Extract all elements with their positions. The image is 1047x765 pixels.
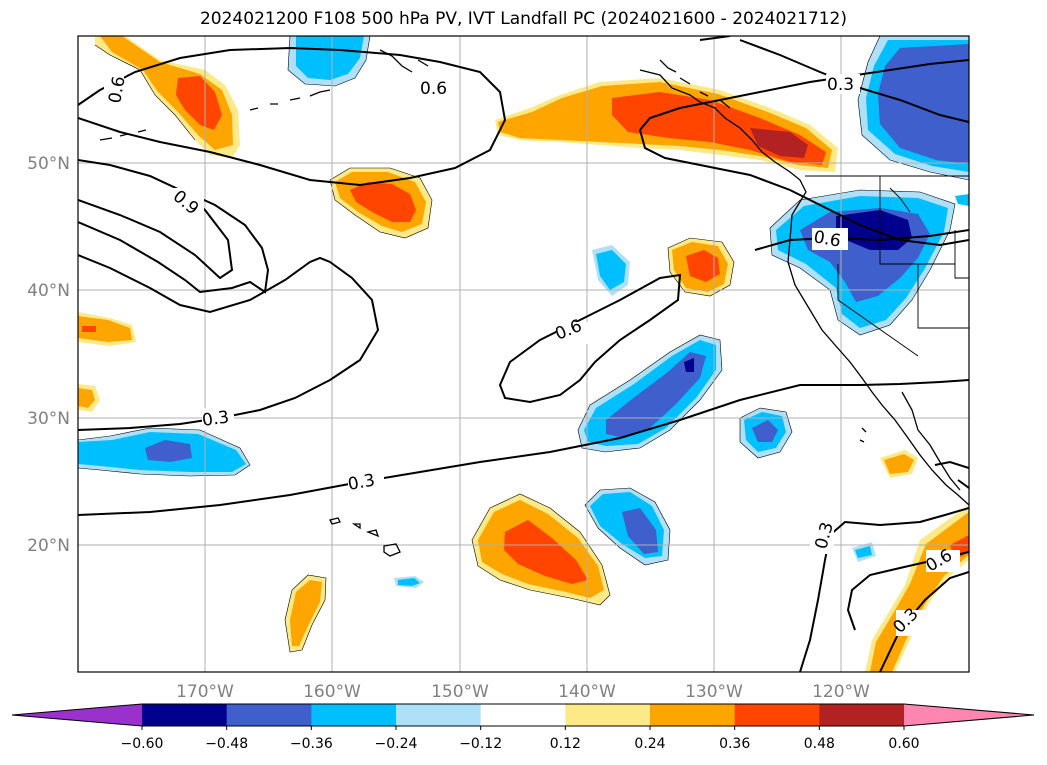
colorbar-tick-label: 0.12 [550, 736, 581, 752]
lat-tick-label: 50°N [27, 154, 70, 174]
colorbar-segment [480, 704, 566, 726]
lon-tick-label: 170°W [176, 682, 234, 702]
contour-label: 0.6 [105, 75, 129, 105]
lon-tick-label: 120°W [812, 682, 870, 702]
colorbar [11, 703, 1035, 727]
lon-tick-label: 160°W [303, 682, 361, 702]
lat-tick-label: 30°N [27, 409, 70, 429]
political-borders [805, 175, 969, 357]
colorbar-segment [396, 704, 482, 726]
colorbar-tick-label: −0.36 [290, 736, 333, 752]
colorbar-tick-label: −0.24 [375, 736, 418, 752]
lon-tick-label: 150°W [431, 682, 489, 702]
colorbar-tick-label: 0.60 [888, 736, 919, 752]
gridlines [78, 36, 969, 672]
colorbar-segment [734, 704, 820, 726]
colorbar-tick-label: 0.36 [719, 736, 750, 752]
colorbar-tick-label: 0.24 [634, 736, 665, 752]
lon-tick-label: 130°W [685, 682, 743, 702]
lon-tick-labels: 170°W 160°W 150°W 140°W 130°W 120°W [176, 682, 870, 702]
contour-label: 0.6 [812, 227, 842, 251]
colorbar-tick-label: −0.48 [205, 736, 248, 752]
colorbar-segment [226, 704, 312, 726]
anomaly-outlines [78, 36, 969, 653]
colorbar-segment [650, 704, 736, 726]
lat-tick-label: 20°N [27, 536, 70, 556]
colorbar-extend-high [904, 704, 1034, 726]
lat-tick-labels: 50°N 40°N 30°N 20°N [27, 154, 70, 556]
contour-label: 0.3 [827, 75, 854, 95]
plot-frame [77, 35, 970, 673]
colorbar-segment [311, 704, 397, 726]
colorbar-segment [819, 704, 905, 726]
colorbar-ticks: −0.60 −0.48 −0.36 −0.24 −0.12 0.12 0.24 0.36 0.4… [121, 726, 920, 752]
contour-label: 0.6 [420, 79, 447, 99]
colorbar-tick-label: 0.48 [804, 736, 835, 752]
contour-label: 0.3 [201, 407, 231, 431]
map-title: 2024021200 F108 500 hPa PV, IVT Landfall… [199, 9, 847, 29]
lon-tick-label: 140°W [558, 682, 616, 702]
contour-label: 0.3 [346, 471, 376, 495]
colorbar-tick-label: −0.12 [459, 736, 502, 752]
colorbar-extend-low [12, 704, 142, 726]
colorbar-segment [142, 704, 228, 726]
lat-tick-label: 40°N [27, 281, 70, 301]
colorbar-tick-label: −0.60 [121, 736, 164, 752]
colorbar-segment [565, 704, 651, 726]
